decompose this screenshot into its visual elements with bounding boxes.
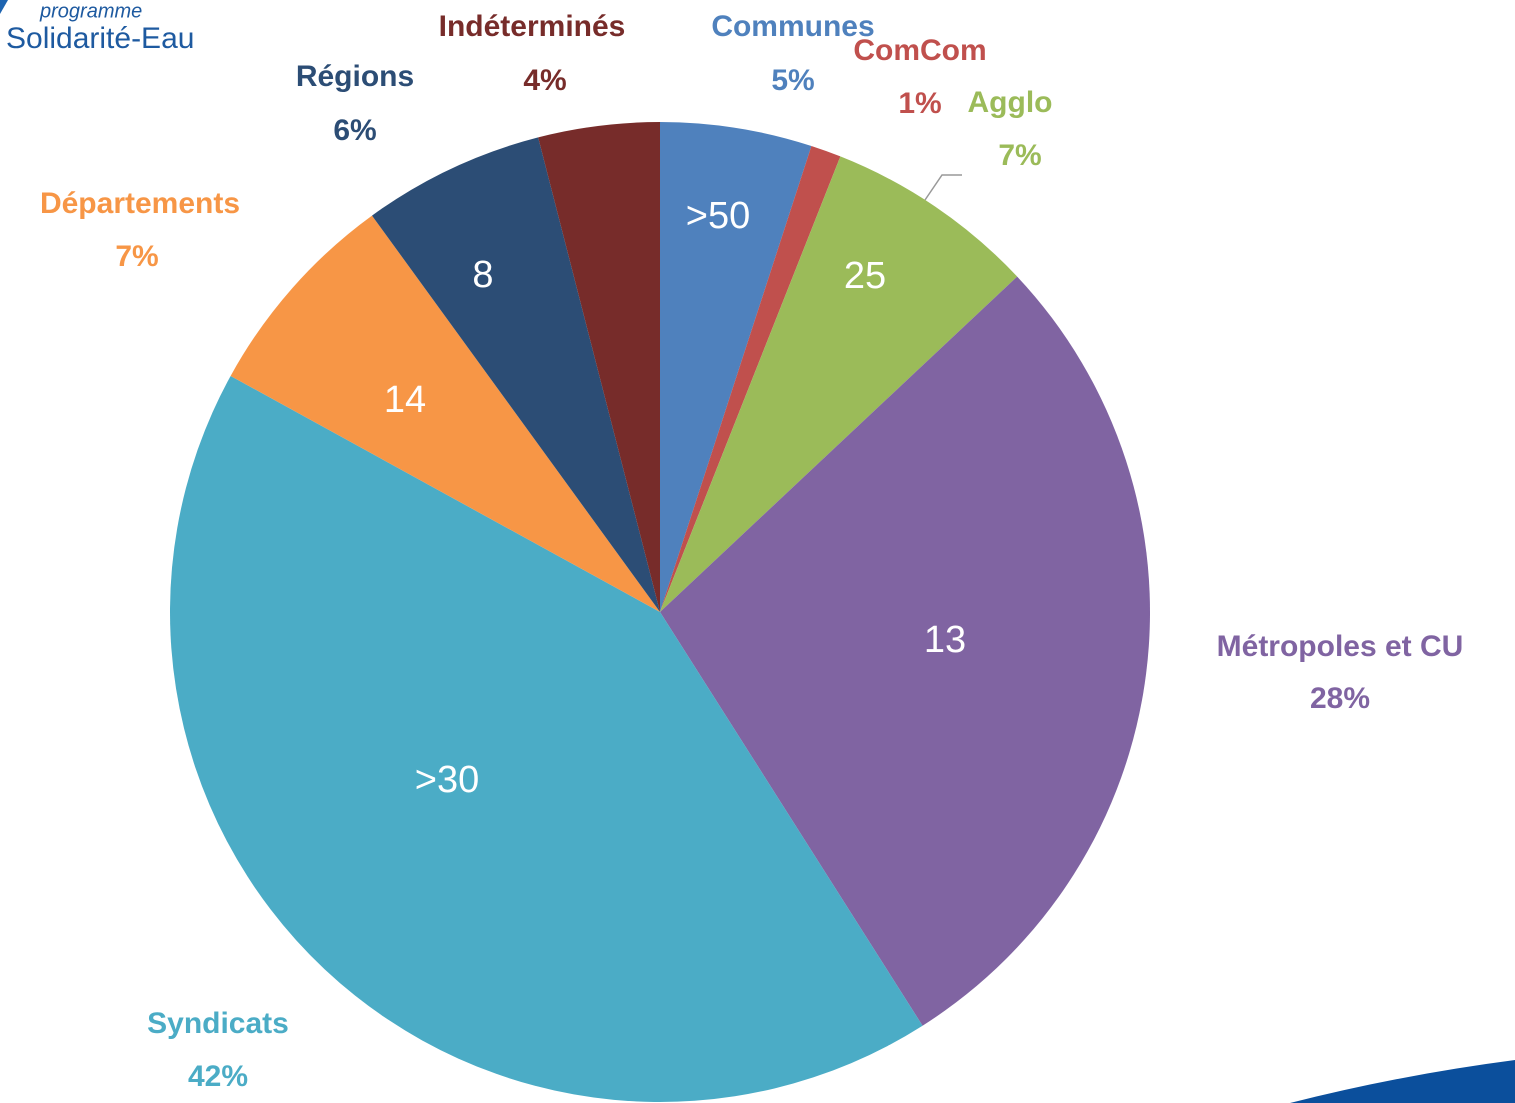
- inner-label: 14: [384, 379, 426, 421]
- inner-label: 13: [924, 619, 966, 661]
- pie-slice: [660, 122, 812, 612]
- percent-label: 7%: [998, 139, 1041, 172]
- logo-line1: programme: [39, 0, 142, 22]
- category-label: Syndicats: [147, 1007, 289, 1040]
- category-label: Régions: [296, 60, 414, 93]
- logo-line2: Solidarité-Eau: [6, 22, 194, 55]
- percent-label: 1%: [898, 87, 941, 120]
- pie-slice: [660, 145, 841, 612]
- inner-label: 8: [472, 254, 493, 296]
- category-label: Communes: [711, 10, 874, 43]
- pie-slice: [230, 215, 660, 613]
- pie-slice: [660, 156, 1018, 612]
- percent-label: 7%: [115, 240, 158, 273]
- inner-label: >50: [686, 195, 750, 237]
- pie-slice: [660, 276, 1150, 1026]
- inner-label: 25: [844, 255, 886, 297]
- leader-line: [924, 174, 962, 201]
- pie-slice: [169, 375, 923, 1102]
- percent-label: 28%: [1310, 682, 1370, 715]
- decor-swoosh: [1290, 1060, 1515, 1103]
- inner-label: >30: [415, 759, 479, 801]
- percent-label: 5%: [771, 64, 814, 97]
- category-label: Agglo: [968, 86, 1053, 119]
- category-label: Métropoles et CU: [1217, 630, 1464, 663]
- percent-label: 6%: [333, 114, 376, 147]
- percent-label: 42%: [188, 1060, 248, 1093]
- category-label: Départements: [40, 187, 240, 220]
- pie-slice: [371, 137, 660, 612]
- pie-slice: [538, 122, 660, 612]
- percent-label: 4%: [523, 64, 566, 97]
- category-label: Indéterminés: [439, 10, 626, 43]
- category-label: ComCom: [853, 34, 986, 67]
- logo-mark: [0, 0, 8, 14]
